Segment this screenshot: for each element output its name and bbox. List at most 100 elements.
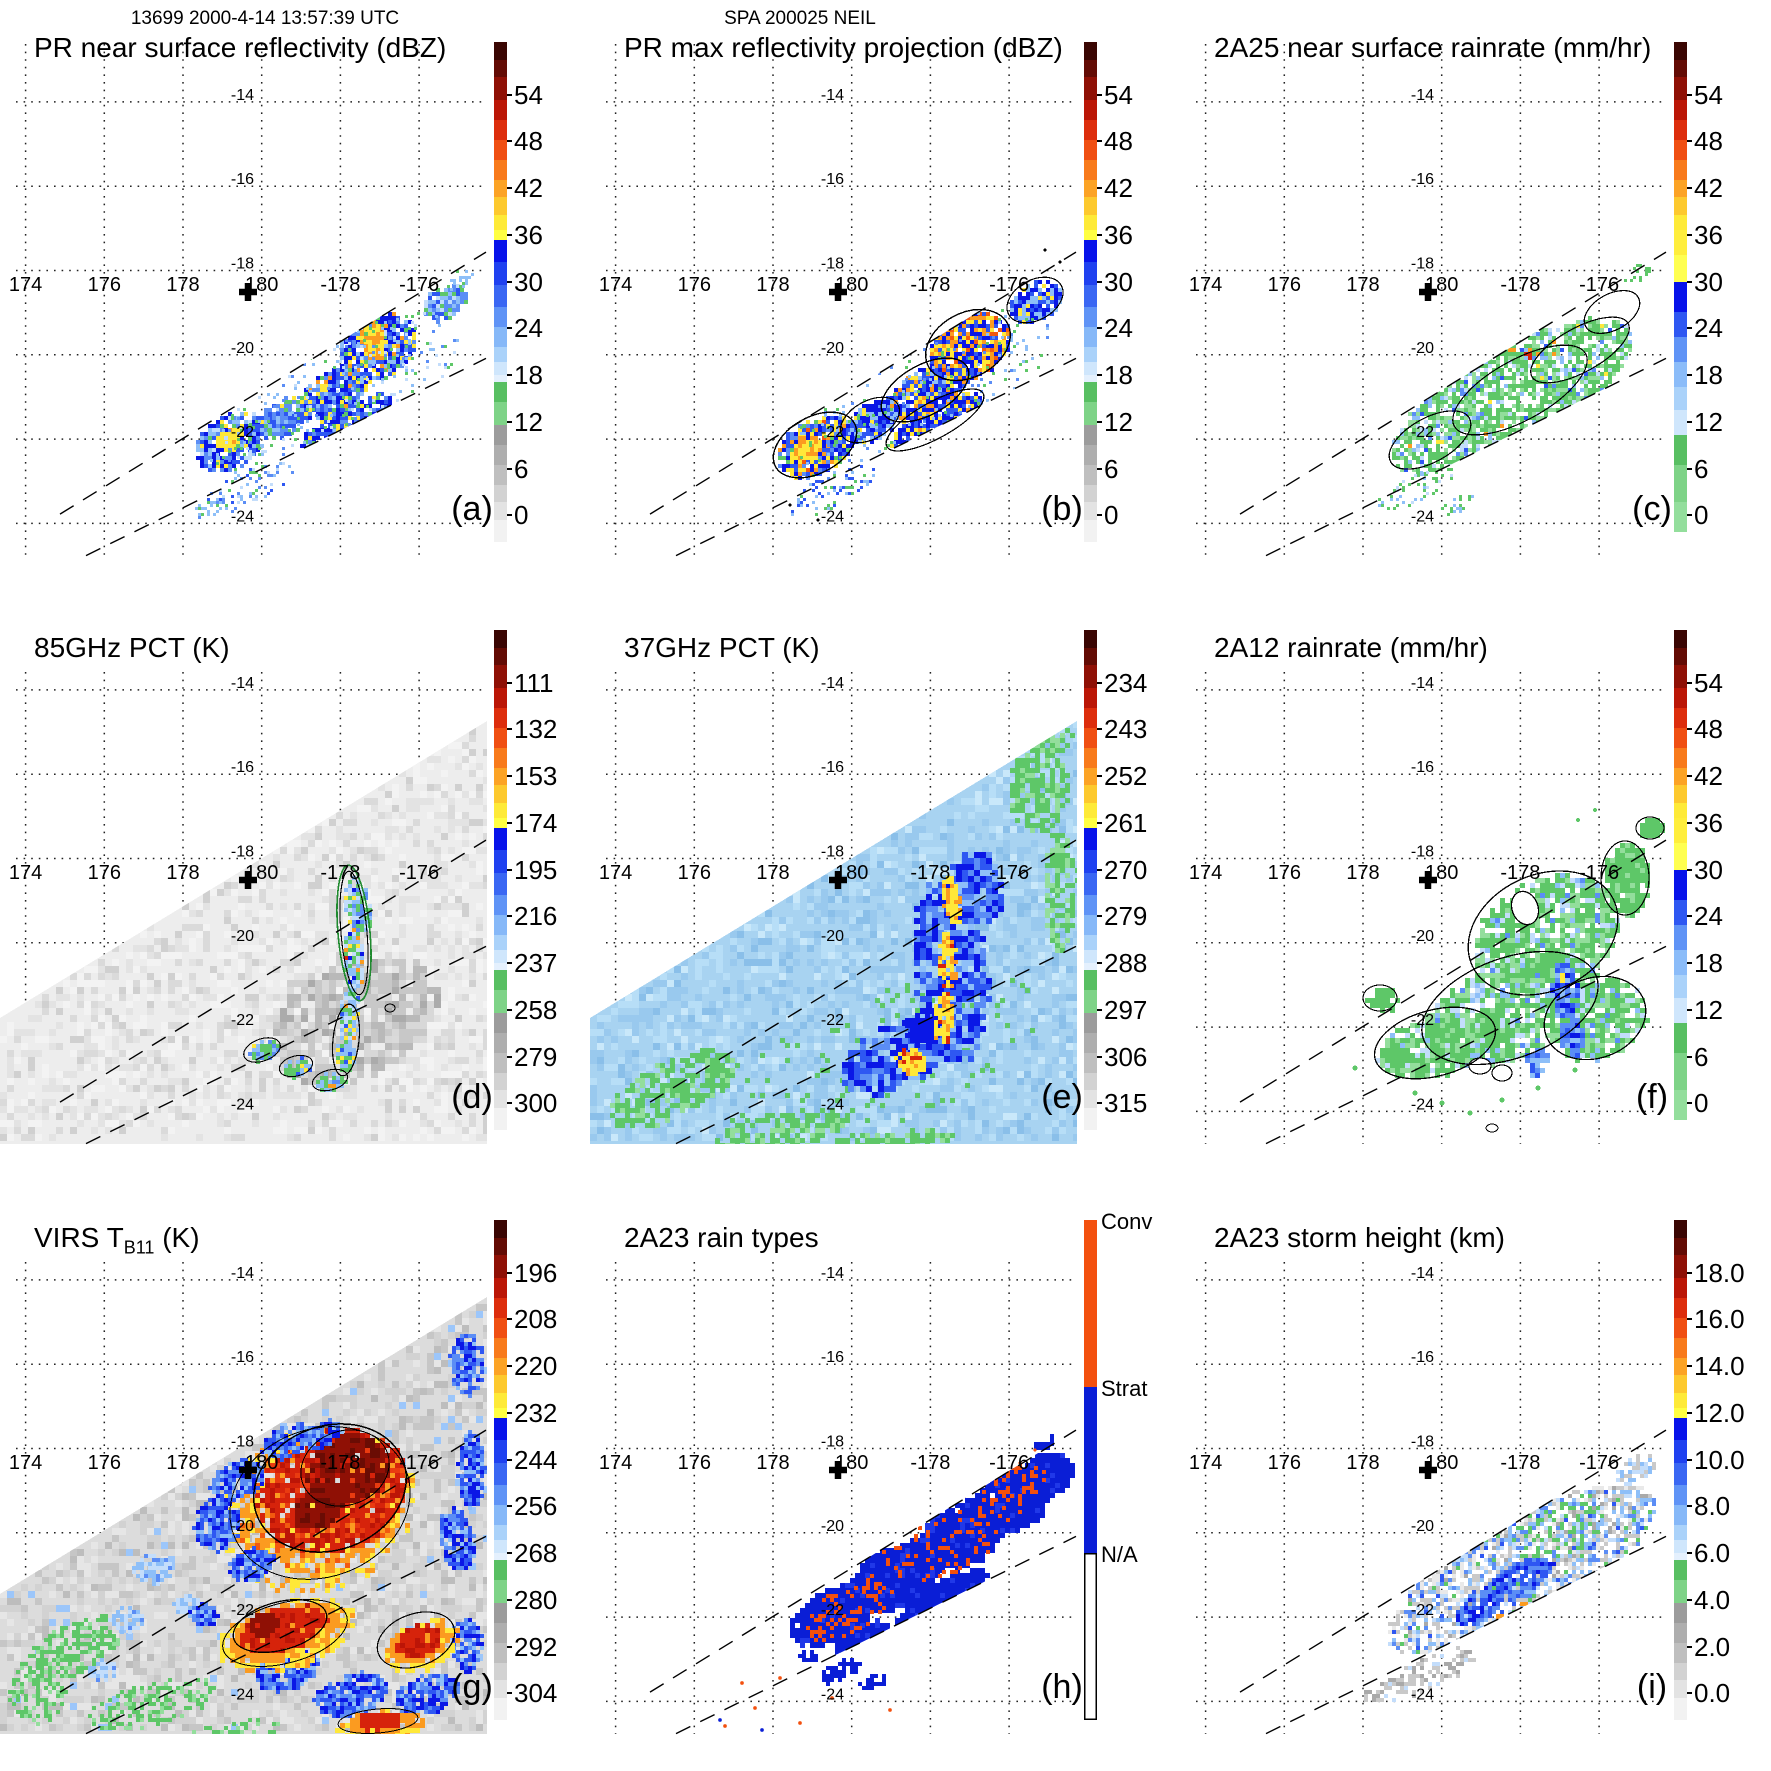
colorbar-segment bbox=[494, 665, 507, 688]
panel-letter: (b) bbox=[1041, 490, 1083, 528]
colorbar-segment bbox=[494, 484, 507, 502]
colorbar-tick-label: 18 bbox=[514, 360, 543, 391]
panel-title-d: 85GHz PCT (K) bbox=[34, 632, 230, 664]
colorbar-segment bbox=[1084, 59, 1097, 77]
colorbar-tick-label: 244 bbox=[514, 1445, 557, 1476]
colorbar-tick-label: 288 bbox=[1104, 948, 1147, 979]
colorbar-i bbox=[1674, 1220, 1687, 1720]
colorbar-tick-label: 208 bbox=[514, 1304, 557, 1335]
colorbar-segment bbox=[1084, 665, 1097, 688]
colorbar-segment bbox=[1674, 59, 1687, 77]
colorbar-segment bbox=[494, 239, 507, 262]
colorbar-tick-label: 54 bbox=[1694, 80, 1723, 111]
colorbar-segment bbox=[494, 382, 507, 402]
map-c: 174 176 178 180 -178 -176-14-16-18-20-22-24 (c… bbox=[1189, 44, 1672, 557]
panel-g: 174 176 178 180 -178 -176 -14 -16 -18 -20 -22 -24 (g… bbox=[0, 1178, 590, 1771]
colorbar-tick-mark bbox=[507, 280, 512, 283]
colorbar-tick-label: 256 bbox=[514, 1491, 557, 1522]
colorbar-f bbox=[1674, 630, 1687, 1130]
colorbar-tick-mark bbox=[1097, 915, 1102, 918]
colorbar-segment bbox=[1674, 1417, 1687, 1440]
graticule-labels: 174 176 178 180 -178 -176-14-16-18-20-22-24 bbox=[599, 87, 1029, 526]
colorbar-segment bbox=[1674, 1297, 1687, 1318]
colorbar-tick-mark bbox=[1687, 327, 1692, 330]
colorbar-segment bbox=[494, 1622, 507, 1643]
colorbar-segment bbox=[1084, 307, 1097, 327]
map-data bbox=[0, 721, 487, 1144]
graticule-labels: 174 176 178 180 -178 -176-14-16-18-20-22-24 bbox=[9, 87, 439, 526]
colorbar-segment bbox=[1674, 727, 1687, 748]
svg-text:-20: -20 bbox=[231, 340, 254, 357]
panel-a: 174 176 178 180 -178 -176 -14 -16 -18 -20 -22 -24 (a… bbox=[0, 0, 590, 593]
colorbar-segment bbox=[1084, 347, 1097, 362]
colorbar-segment bbox=[494, 1337, 507, 1358]
colorbar-segment bbox=[1674, 817, 1687, 843]
colorbar-segment bbox=[1674, 1602, 1687, 1623]
colorbar-tick-label: 196 bbox=[514, 1258, 557, 1289]
colorbar-tick-mark bbox=[507, 233, 512, 236]
colorbar-tick-label: 0.0 bbox=[1694, 1678, 1730, 1709]
colorbar-segment bbox=[494, 197, 507, 215]
colorbar-tick-mark bbox=[507, 821, 512, 824]
colorbar-segment bbox=[1674, 119, 1687, 140]
colorbar-segment bbox=[494, 307, 507, 327]
colorbar-segment bbox=[494, 647, 507, 665]
colorbar-tick-mark bbox=[1687, 1645, 1692, 1648]
swath-edge-lines bbox=[59, 251, 487, 557]
colorbar-segment bbox=[494, 962, 507, 970]
colorbar-segment bbox=[1084, 785, 1097, 803]
colorbar-tick-label: 153 bbox=[514, 761, 557, 792]
colorbar-segment bbox=[1674, 1525, 1687, 1540]
panel-letter: (i) bbox=[1637, 1668, 1667, 1706]
map-i: 174 176 178 180 -178 -176-14-16-18-20-22-24 (i… bbox=[1189, 1262, 1667, 1735]
colorbar-segment bbox=[1674, 1485, 1687, 1505]
colorbar-tick-mark bbox=[1687, 1271, 1692, 1274]
colorbar-segment bbox=[494, 444, 507, 465]
colorbar-segment bbox=[1674, 1680, 1687, 1698]
colorbar-segment bbox=[1674, 1440, 1687, 1463]
colorbar-tick-label: 16.0 bbox=[1694, 1304, 1745, 1335]
colorbar-tick-mark bbox=[507, 1365, 512, 1367]
colorbar-segment bbox=[494, 1540, 507, 1553]
colorbar-segment bbox=[494, 1297, 507, 1318]
colorbar-tick-mark bbox=[507, 1645, 512, 1648]
colorbar-segment bbox=[494, 179, 507, 197]
colorbar-segment bbox=[1084, 519, 1097, 542]
colorbar-tick-mark bbox=[1687, 821, 1692, 824]
colorbar-segment bbox=[494, 1107, 507, 1130]
colorbar-segment bbox=[1674, 785, 1687, 803]
colorbar-tick-label: 42 bbox=[1694, 173, 1723, 204]
colorbar-segment bbox=[494, 915, 507, 935]
storm-center-cross bbox=[239, 871, 257, 889]
colorbar-g bbox=[494, 1220, 507, 1720]
colorbar-segment bbox=[1674, 1392, 1687, 1408]
storm-center-cross bbox=[1419, 871, 1437, 889]
colorbar-segment bbox=[1084, 402, 1097, 425]
storm-center-cross bbox=[829, 871, 847, 889]
colorbar-segment bbox=[1674, 179, 1687, 197]
colorbar-segment bbox=[494, 42, 507, 60]
colorbar-tick-label: 24 bbox=[1104, 313, 1133, 344]
colorbar-segment bbox=[1084, 817, 1097, 828]
colorbar-segment bbox=[1084, 970, 1097, 990]
panel-title-g: VIRS TB11 (K) bbox=[34, 1222, 200, 1259]
colorbar-segment bbox=[494, 872, 507, 895]
colorbar-segment bbox=[494, 1560, 507, 1580]
colorbar-tick-label: 279 bbox=[514, 1042, 557, 1073]
graticule-labels: 174 176 178 180 -178 -176-14-16-18-20-22-24 bbox=[1189, 87, 1619, 526]
panel-letter: (h) bbox=[1041, 1668, 1083, 1706]
colorbar-tick-mark bbox=[507, 962, 512, 964]
map-data bbox=[772, 248, 1064, 522]
colorbar-segment bbox=[1674, 77, 1687, 100]
panel-h: 174 176 178 180 -178 -176 -14 -16 -18 -20 -22 -24 (h… bbox=[590, 1178, 1180, 1771]
colorbar-tick-mark bbox=[507, 93, 512, 96]
colorbar-segment bbox=[494, 1255, 507, 1278]
colorbar-tick-label: 0 bbox=[514, 500, 528, 531]
colorbar-tick-mark bbox=[507, 1102, 512, 1105]
colorbar-tick-mark bbox=[1687, 93, 1692, 96]
colorbar-tick-mark bbox=[1097, 775, 1102, 777]
colorbar-segment bbox=[1674, 1022, 1687, 1053]
colorbar-segment bbox=[1674, 1642, 1687, 1663]
colorbar-segment bbox=[494, 817, 507, 828]
colorbar-segment bbox=[1674, 1317, 1687, 1338]
